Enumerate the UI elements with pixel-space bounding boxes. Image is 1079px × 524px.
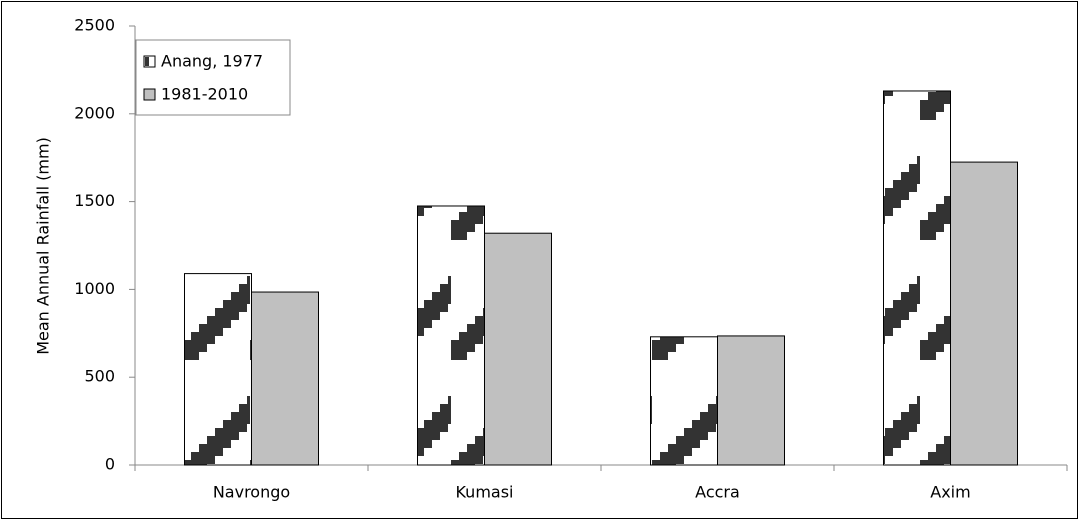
y-tick-label: 1000 [74,279,115,298]
legend-label: 1981-2010 [161,85,248,104]
legend-label: Anang, 1977 [161,52,263,71]
legend-swatch-hatch [145,57,149,66]
bar [184,273,252,466]
y-tick-label: 2000 [74,103,115,122]
y-tick-label: 1500 [74,191,115,210]
legend-box [135,39,291,116]
y-tick-label: 0 [105,455,115,474]
bar [417,205,485,466]
bar [251,291,319,466]
legend-swatch [143,88,156,101]
bar [484,232,552,466]
bar [717,335,785,466]
x-tick-label: Axim [930,483,970,502]
x-tick-label: Accra [695,483,740,502]
bar [883,90,951,466]
y-axis-label: Mean Annual Rainfall (mm) [34,137,53,355]
x-tick-label: Kumasi [455,483,513,502]
bar [950,161,1018,466]
y-tick-label: 500 [84,367,115,386]
y-tick-label: 2500 [74,16,115,35]
bar [650,336,718,466]
legend-swatch [143,55,156,68]
x-tick-label: Navrongo [213,483,290,502]
